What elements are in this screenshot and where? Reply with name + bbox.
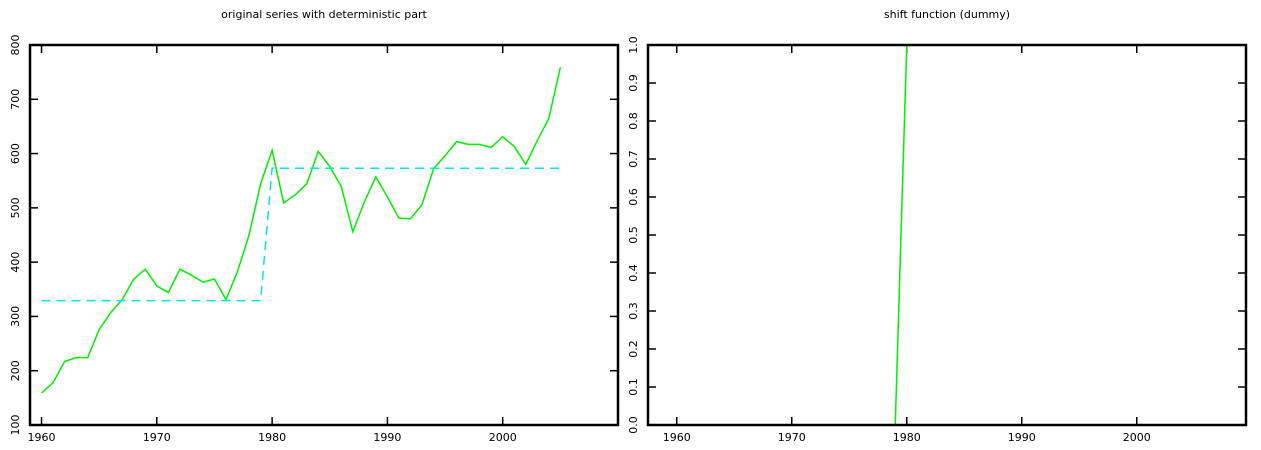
x-tick-label: 1970: [143, 431, 171, 444]
plot-frame: [646, 43, 1248, 427]
series-line: [41, 167, 561, 302]
x-tick-label: 1980: [893, 431, 921, 444]
chart-title: shift function (dummy): [884, 8, 1010, 21]
x-tick-label: 1970: [778, 431, 806, 444]
y-tick-label: 0.6: [627, 188, 640, 206]
y-tick-label: 0.8: [627, 112, 640, 130]
x-tick-label: 1990: [373, 431, 401, 444]
y-tick-label: 0.4: [627, 264, 640, 282]
y-tick-label: 500: [9, 197, 22, 218]
series-line: [676, 44, 1195, 426]
y-tick-label: 0.1: [627, 378, 640, 396]
plot-frame: [28, 43, 620, 427]
y-tick-label: 400: [9, 252, 22, 273]
y-tick-label: 700: [9, 89, 22, 110]
y-tick-label: 100: [9, 415, 22, 436]
series-line: [41, 67, 562, 394]
y-tick-label: 1.0: [627, 36, 640, 54]
y-tick-label: 0.0: [627, 416, 640, 434]
x-tick-label: 2000: [1123, 431, 1151, 444]
y-tick-label: 0.9: [627, 74, 640, 92]
y-tick-label: 0.2: [627, 340, 640, 358]
x-tick-label: 1990: [1008, 431, 1036, 444]
y-tick-label: 800: [9, 35, 22, 56]
y-tick-label: 0.7: [627, 150, 640, 168]
x-tick-label: 1960: [663, 431, 691, 444]
x-tick-label: 1960: [28, 431, 56, 444]
x-tick-label: 2000: [489, 431, 517, 444]
y-tick-label: 0.3: [627, 302, 640, 320]
y-tick-label: 0.5: [627, 226, 640, 244]
y-tick-label: 600: [9, 143, 22, 164]
y-tick-label: 300: [9, 306, 22, 327]
x-tick-label: 1980: [258, 431, 286, 444]
y-tick-label: 200: [9, 360, 22, 381]
chart-title: original series with deterministic part: [221, 8, 427, 21]
